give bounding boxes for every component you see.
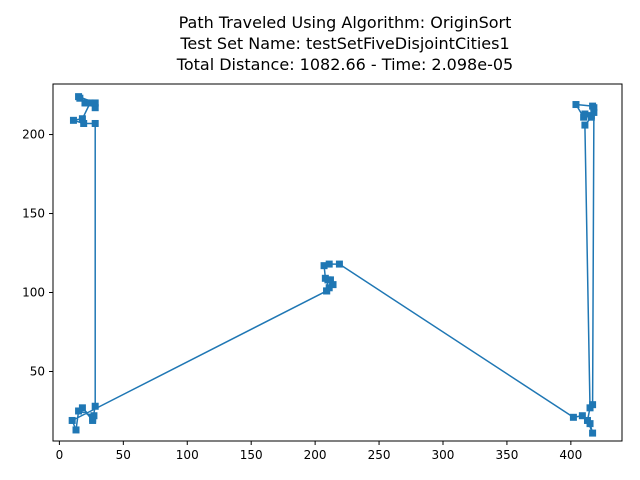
- y-tick-label: 50: [30, 364, 45, 378]
- chart-title-line-2: Test Set Name: testSetFiveDisjointCities…: [180, 34, 510, 53]
- x-tick-label: 0: [56, 448, 64, 462]
- y-tick-label: 100: [22, 286, 45, 300]
- chart-title-line-3: Total Distance: 1082.66 - Time: 2.098e-0…: [176, 55, 514, 74]
- data-point: [329, 281, 337, 289]
- x-tick-label: 400: [559, 448, 582, 462]
- data-point: [91, 119, 99, 127]
- data-point: [335, 260, 343, 268]
- data-point: [91, 402, 99, 410]
- data-point: [581, 121, 589, 129]
- data-point: [91, 99, 99, 107]
- data-point: [75, 407, 83, 415]
- series-markers: [68, 93, 598, 437]
- data-point: [90, 412, 98, 420]
- data-point: [75, 93, 83, 101]
- x-tick-label: 300: [432, 448, 455, 462]
- data-point: [68, 416, 76, 424]
- chart-title: Path Traveled Using Algorithm: OriginSor…: [0, 12, 640, 75]
- chart-title-line-1: Path Traveled Using Algorithm: OriginSor…: [178, 13, 512, 32]
- x-tick-label: 100: [176, 448, 199, 462]
- data-point: [590, 108, 598, 116]
- data-point: [323, 287, 331, 295]
- data-point: [86, 99, 94, 107]
- x-tick-label: 250: [368, 448, 391, 462]
- data-point: [80, 119, 88, 127]
- data-point: [325, 260, 333, 268]
- data-point: [69, 116, 77, 124]
- x-tick-label: 150: [240, 448, 263, 462]
- x-tick-label: 350: [495, 448, 518, 462]
- data-point: [590, 104, 598, 112]
- plot-frame: [52, 83, 623, 442]
- data-point: [583, 416, 591, 424]
- y-tick-label: 200: [22, 128, 45, 142]
- data-point: [321, 274, 329, 282]
- y-axis: 50 100 150 200: [22, 128, 53, 378]
- data-point: [569, 413, 577, 421]
- x-tick-label: 200: [304, 448, 327, 462]
- data-point: [78, 404, 86, 412]
- x-axis: 0 50 100 150 200 250 300 350 400: [56, 441, 582, 462]
- data-point: [581, 110, 589, 118]
- data-point: [589, 429, 597, 437]
- data-point: [320, 262, 328, 270]
- x-tick-label: 50: [116, 448, 131, 462]
- y-tick-label: 150: [22, 207, 45, 221]
- data-point: [91, 104, 99, 112]
- data-point: [572, 101, 580, 109]
- data-point: [78, 115, 86, 123]
- data-point: [589, 401, 597, 409]
- data-point: [81, 99, 89, 107]
- data-point: [72, 426, 80, 434]
- data-point: [578, 412, 586, 420]
